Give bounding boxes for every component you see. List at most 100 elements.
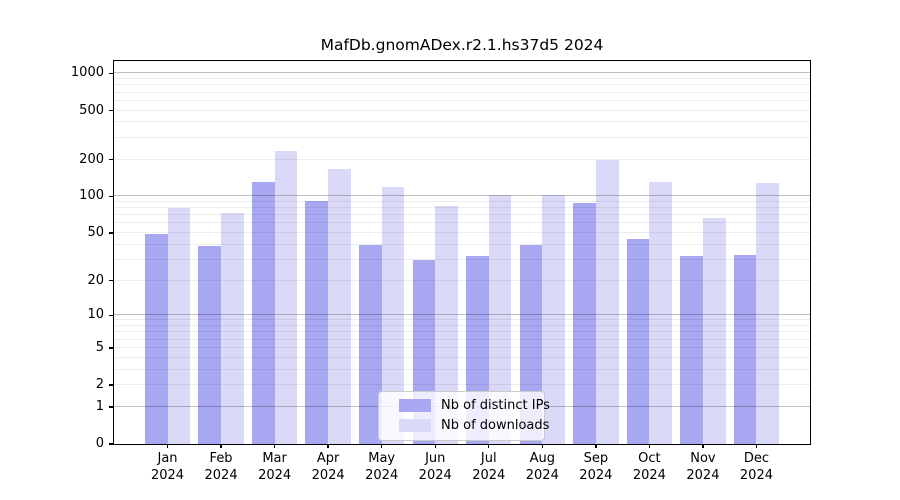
bar-downloads-mar bbox=[274, 150, 298, 444]
x-axis-label-jun: Jun 2024 bbox=[418, 451, 452, 483]
gridline-80 bbox=[114, 207, 810, 209]
gridline-3 bbox=[114, 368, 810, 370]
x-tick-may bbox=[380, 444, 383, 448]
bar-ips-mar bbox=[251, 182, 275, 444]
y-axis-label-0: 0 bbox=[95, 436, 104, 451]
bar-ips-dec bbox=[733, 254, 757, 444]
bar-downloads-aug bbox=[542, 194, 565, 444]
bar-downloads-jan bbox=[167, 208, 191, 444]
gridline-900 bbox=[114, 78, 810, 80]
x-axis-label-jul: Jul 2024 bbox=[472, 451, 506, 483]
x-tick-aug bbox=[541, 444, 543, 448]
bar-ips-feb bbox=[198, 246, 222, 444]
y-tick-10 bbox=[109, 314, 113, 317]
gridline-600 bbox=[114, 99, 810, 101]
bar-ips-nov bbox=[680, 256, 703, 444]
gridline-800 bbox=[114, 84, 810, 86]
gridline-7 bbox=[114, 331, 810, 333]
x-axis-label-feb: Feb 2024 bbox=[204, 451, 238, 483]
legend: Nb of distinct IPs Nb of downloads bbox=[378, 391, 550, 441]
gridline-300 bbox=[114, 136, 810, 138]
y-axis-label-2: 2 bbox=[95, 377, 104, 393]
gridline-1000 bbox=[114, 72, 810, 74]
y-tick-100 bbox=[109, 195, 113, 198]
y-tick-20 bbox=[109, 279, 113, 282]
x-tick-dec bbox=[755, 444, 758, 448]
y-axis-label-500: 500 bbox=[79, 102, 104, 118]
bar-ips-oct bbox=[626, 238, 650, 444]
x-axis-label-oct: Oct 2024 bbox=[632, 451, 666, 483]
y-axis-label-200: 200 bbox=[79, 151, 104, 167]
legend-label-distinct-ips: Nb of distinct IPs bbox=[441, 398, 550, 413]
x-axis-label-mar: Mar 2024 bbox=[258, 451, 292, 483]
legend-swatch-distinct-ips-icon bbox=[399, 399, 431, 412]
y-axis-label-10: 10 bbox=[87, 307, 104, 323]
y-tick-50 bbox=[109, 232, 113, 234]
x-tick-jan bbox=[166, 444, 169, 448]
bar-ips-jan bbox=[144, 234, 168, 444]
gridline-20 bbox=[114, 279, 810, 281]
y-tick-5 bbox=[109, 347, 113, 349]
y-tick-1000 bbox=[109, 72, 113, 75]
x-axis-label-nov: Nov 2024 bbox=[686, 451, 720, 483]
bar-downloads-dec bbox=[756, 183, 780, 444]
gridline-6 bbox=[114, 338, 810, 340]
gridline-8 bbox=[114, 325, 810, 327]
x-tick-oct bbox=[648, 444, 651, 448]
y-axis-label-5: 5 bbox=[95, 339, 104, 355]
gridline-40 bbox=[114, 243, 810, 245]
bar-downloads-sep bbox=[595, 159, 619, 444]
gridline-10 bbox=[114, 314, 810, 316]
y-axis-label-100: 100 bbox=[79, 188, 104, 204]
x-tick-nov bbox=[702, 444, 704, 448]
gridline-2 bbox=[114, 384, 810, 386]
gridline-5 bbox=[114, 346, 810, 348]
x-tick-feb bbox=[220, 444, 222, 448]
y-tick-2 bbox=[109, 384, 113, 386]
bar-downloads-oct bbox=[649, 182, 673, 444]
x-axis-label-jan: Jan 2024 bbox=[150, 451, 185, 483]
y-tick-200 bbox=[109, 158, 113, 161]
bar-ips-apr bbox=[305, 200, 329, 444]
y-axis-label-1: 1 bbox=[95, 398, 104, 414]
legend-label-downloads: Nb of downloads bbox=[441, 418, 550, 433]
x-tick-jul bbox=[488, 444, 490, 448]
legend-item-downloads: Nb of downloads bbox=[389, 417, 549, 434]
y-tick-1 bbox=[109, 406, 113, 408]
bar-downloads-apr bbox=[328, 168, 351, 444]
bar-ips-sep bbox=[573, 203, 596, 444]
bar-ips-may bbox=[358, 244, 382, 444]
gridline-200 bbox=[114, 158, 810, 160]
gridline-400 bbox=[114, 121, 810, 123]
gridline-500 bbox=[114, 109, 810, 111]
y-axis-label-20: 20 bbox=[87, 272, 104, 288]
x-tick-mar bbox=[273, 444, 276, 448]
gridline-70 bbox=[114, 214, 810, 216]
bar-downloads-jul bbox=[488, 194, 512, 444]
x-tick-jun bbox=[434, 444, 436, 448]
x-axis-label-may: May 2024 bbox=[365, 451, 399, 483]
x-axis-label-aug: Aug 2024 bbox=[525, 451, 559, 483]
gridline-9 bbox=[114, 319, 810, 321]
gridline-4 bbox=[114, 356, 810, 358]
gridline-700 bbox=[114, 91, 810, 93]
y-tick-0 bbox=[109, 443, 113, 445]
chart-title: MafDb.gnomADex.r2.1.hs37d5 2024 bbox=[320, 36, 604, 54]
y-axis-label-1000: 1000 bbox=[70, 65, 104, 81]
gridline-30 bbox=[114, 258, 810, 260]
y-tick-500 bbox=[109, 109, 113, 112]
gridline-60 bbox=[114, 222, 810, 224]
x-tick-sep bbox=[595, 444, 597, 448]
bar-downloads-feb bbox=[221, 213, 244, 444]
gridline-50 bbox=[114, 232, 810, 234]
x-axis-label-dec: Dec 2024 bbox=[739, 451, 773, 483]
bar-downloads-may bbox=[381, 187, 405, 444]
plot-area bbox=[114, 61, 810, 444]
legend-item-distinct-ips: Nb of distinct IPs bbox=[389, 397, 550, 414]
x-axis-label-apr: Apr 2024 bbox=[311, 451, 345, 483]
bar-downloads-nov bbox=[702, 218, 726, 444]
x-axis-label-sep: Sep 2024 bbox=[579, 451, 613, 483]
x-tick-apr bbox=[327, 444, 329, 448]
gridline-90 bbox=[114, 201, 810, 203]
